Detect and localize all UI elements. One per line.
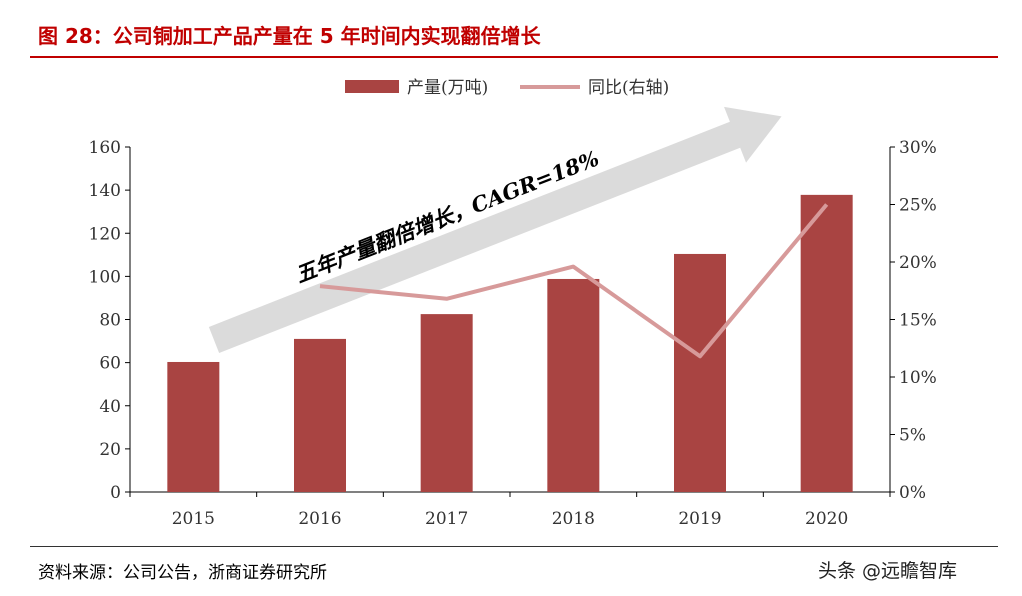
right-tick-label: 20% bbox=[899, 253, 937, 273]
right-tick-label: 15% bbox=[899, 311, 937, 331]
x-tick-label: 2015 bbox=[172, 509, 215, 529]
right-tick-label: 25% bbox=[899, 196, 937, 216]
bar-2020 bbox=[800, 194, 853, 492]
x-tick-label: 2020 bbox=[805, 509, 848, 529]
footer-divider bbox=[30, 546, 998, 547]
legend-bar-label: 产量(万吨) bbox=[407, 78, 488, 98]
bar-2015 bbox=[167, 361, 220, 492]
bar-2019 bbox=[674, 253, 726, 492]
left-tick-label: 80 bbox=[99, 311, 121, 331]
right-tick-label: 5% bbox=[899, 426, 926, 446]
right-tick-label: 0% bbox=[899, 483, 926, 503]
bar-2016 bbox=[294, 338, 346, 492]
right-tick-label: 30% bbox=[899, 138, 937, 158]
right-tick-label: 10% bbox=[899, 368, 937, 388]
left-tick-label: 160 bbox=[89, 138, 121, 158]
source-note: 资料来源：公司公告，浙商证券研究所 bbox=[38, 563, 327, 583]
x-tick-label: 2019 bbox=[678, 509, 721, 529]
left-tick-label: 100 bbox=[89, 267, 121, 287]
x-tick-label: 2017 bbox=[425, 509, 468, 529]
bar-2018 bbox=[547, 278, 600, 492]
left-tick-label: 0 bbox=[110, 483, 121, 503]
left-tick-label: 120 bbox=[89, 224, 121, 244]
arrow-shape bbox=[208, 106, 782, 354]
legend-line-label: 同比(右轴) bbox=[588, 78, 669, 98]
left-tick-label: 140 bbox=[89, 181, 121, 201]
left-tick-label: 60 bbox=[99, 354, 121, 374]
figure-title: 图 28：公司铜加工产品产量在 5 年时间内实现翻倍增长 bbox=[38, 24, 541, 48]
x-tick-label: 2018 bbox=[552, 509, 595, 529]
x-tick-label: 2016 bbox=[298, 509, 341, 529]
left-tick-label: 20 bbox=[99, 440, 121, 460]
left-tick-label: 40 bbox=[99, 397, 121, 417]
legend-bar-swatch bbox=[345, 80, 399, 93]
watermark: 头条 @远瞻智库 bbox=[818, 560, 958, 582]
bar-2017 bbox=[420, 314, 473, 492]
title-divider bbox=[30, 56, 998, 58]
